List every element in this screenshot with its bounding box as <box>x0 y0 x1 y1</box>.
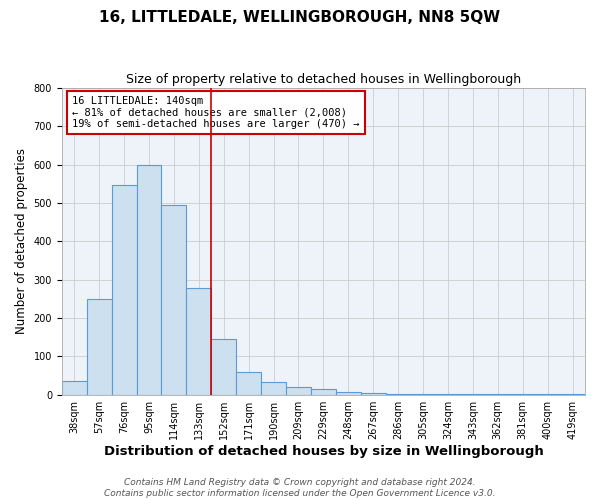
Bar <box>161 205 187 394</box>
Bar <box>336 392 361 394</box>
Text: 16, LITTLEDALE, WELLINGBOROUGH, NN8 5QW: 16, LITTLEDALE, WELLINGBOROUGH, NN8 5QW <box>100 10 500 25</box>
Bar <box>236 372 261 394</box>
Bar <box>286 387 311 394</box>
Text: Contains HM Land Registry data © Crown copyright and database right 2024.
Contai: Contains HM Land Registry data © Crown c… <box>104 478 496 498</box>
Text: 16 LITTLEDALE: 140sqm
← 81% of detached houses are smaller (2,008)
19% of semi-d: 16 LITTLEDALE: 140sqm ← 81% of detached … <box>72 96 360 129</box>
Bar <box>137 164 161 394</box>
Bar <box>211 339 236 394</box>
Bar <box>62 382 86 394</box>
Y-axis label: Number of detached properties: Number of detached properties <box>15 148 28 334</box>
Bar <box>261 382 286 394</box>
Bar <box>112 184 137 394</box>
Bar <box>187 288 211 395</box>
Bar <box>361 393 386 394</box>
Bar <box>311 389 336 394</box>
X-axis label: Distribution of detached houses by size in Wellingborough: Distribution of detached houses by size … <box>104 444 543 458</box>
Title: Size of property relative to detached houses in Wellingborough: Size of property relative to detached ho… <box>126 72 521 86</box>
Bar <box>86 299 112 394</box>
